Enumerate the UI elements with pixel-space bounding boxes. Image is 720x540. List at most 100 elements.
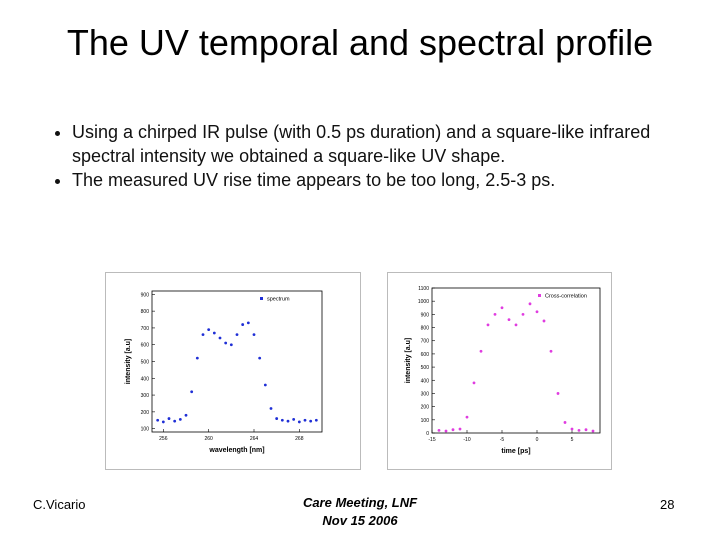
y-tick-label: 400 <box>141 376 150 382</box>
y-tick-label: 800 <box>141 309 150 315</box>
bullet-list: Using a chirped IR pulse (with 0.5 ps du… <box>40 120 712 192</box>
data-point <box>218 336 222 340</box>
data-point <box>507 318 511 322</box>
x-tick-label: 5 <box>571 437 574 443</box>
data-point <box>577 428 581 432</box>
x-tick-label: -10 <box>463 437 470 443</box>
data-point <box>486 323 490 327</box>
x-tick-label: 256 <box>159 436 168 442</box>
data-point <box>280 418 284 422</box>
data-point <box>528 302 532 306</box>
y-tick-label: 500 <box>421 365 430 371</box>
data-point <box>458 427 462 431</box>
y-tick-label: 100 <box>141 427 150 433</box>
data-point <box>584 428 588 432</box>
y-tick-label: 300 <box>141 393 150 399</box>
data-point <box>444 429 448 433</box>
footer-event: Care Meeting, LNF Nov 15 2006 <box>260 494 460 530</box>
x-axis-label: wavelength [nm] <box>208 447 264 454</box>
data-point <box>269 407 273 410</box>
chart-frame <box>105 272 361 470</box>
data-point <box>472 381 476 385</box>
data-point <box>535 310 539 314</box>
footer-line: Nov 15 2006 <box>322 513 398 528</box>
data-point <box>479 349 483 353</box>
y-tick-label: 400 <box>421 378 430 384</box>
legend-swatch <box>260 297 263 300</box>
x-tick-label: -15 <box>428 437 435 443</box>
y-tick-label: 1000 <box>418 299 429 305</box>
data-point <box>542 319 546 323</box>
data-point <box>173 419 177 423</box>
data-point <box>314 418 318 422</box>
data-point <box>161 420 165 424</box>
y-tick-label: 600 <box>421 352 430 358</box>
data-point <box>549 349 553 353</box>
plot-area <box>431 287 601 434</box>
page-number: 28 <box>660 497 675 512</box>
legend-label: Cross-correlation <box>545 294 587 300</box>
data-point <box>286 419 290 423</box>
data-point <box>201 333 205 337</box>
data-point <box>246 321 250 325</box>
data-point <box>241 323 245 326</box>
data-point <box>570 427 574 431</box>
chart: 0 100 200 300 400 500 600 700 800 900 1000 1100 -15 -… <box>387 272 612 470</box>
data-point <box>500 306 504 310</box>
data-point <box>178 418 182 421</box>
data-point <box>235 333 239 337</box>
data-point <box>229 343 233 347</box>
x-axis-label: time [ps] <box>501 448 530 455</box>
data-point <box>309 419 313 423</box>
data-point <box>493 312 497 316</box>
chart-frame <box>387 272 612 470</box>
legend-swatch <box>538 294 541 297</box>
data-point <box>195 356 199 360</box>
bullet: The measured UV rise time appears to be … <box>72 168 712 192</box>
y-tick-label: 1100 <box>418 286 429 292</box>
x-tick-label: 0 <box>536 437 539 443</box>
data-point <box>156 418 160 422</box>
data-point <box>207 328 211 332</box>
data-point <box>556 392 560 395</box>
footer-line: Care Meeting, LNF <box>302 495 418 510</box>
data-point <box>591 429 595 433</box>
data-point <box>297 420 301 424</box>
y-axis-label: intensity [a.u] <box>125 339 132 385</box>
data-point <box>514 323 518 327</box>
x-tick-label: 264 <box>250 436 259 442</box>
data-point <box>184 413 188 417</box>
y-tick-label: 900 <box>421 312 430 318</box>
slide-title: The UV temporal and spectral profile <box>66 22 654 63</box>
y-tick-label: 800 <box>421 326 430 332</box>
y-tick-label: 600 <box>141 343 150 349</box>
y-tick-label: 700 <box>421 339 430 345</box>
y-tick-label: 300 <box>421 391 430 397</box>
data-point <box>521 312 525 316</box>
x-tick-label: -5 <box>500 437 505 443</box>
y-tick-label: 0 <box>426 431 429 437</box>
y-tick-label: 700 <box>141 326 150 332</box>
bullet: Using a chirped IR pulse (with 0.5 ps du… <box>72 120 712 168</box>
y-tick-label: 900 <box>141 292 150 298</box>
data-point <box>252 333 256 337</box>
y-tick-label: 500 <box>141 360 150 366</box>
data-point <box>190 390 194 394</box>
data-point <box>258 356 262 360</box>
data-point <box>437 428 441 432</box>
legend-label: spectrum <box>267 297 290 303</box>
x-tick-label: 260 <box>204 436 213 442</box>
data-point <box>224 341 228 345</box>
chart: 100 200 300 400 500 600 700 800 900 256 260 264 268 w… <box>105 272 361 470</box>
data-point <box>465 415 469 419</box>
data-point <box>263 383 267 387</box>
y-axis-label: intensity [a.u] <box>405 338 412 384</box>
data-point <box>303 418 307 422</box>
data-point <box>275 417 279 420</box>
x-tick-label: 268 <box>295 436 304 442</box>
data-point <box>212 331 216 335</box>
y-tick-label: 100 <box>421 418 430 424</box>
data-point <box>292 418 296 421</box>
data-point <box>167 417 171 420</box>
